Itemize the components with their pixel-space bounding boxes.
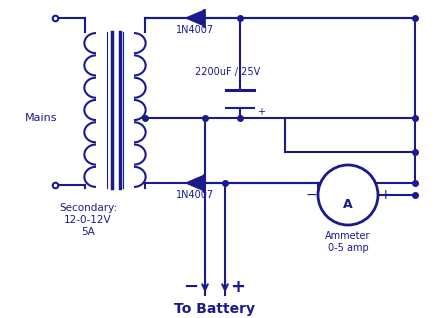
Text: +: + <box>257 107 265 117</box>
Text: To Battery: To Battery <box>174 302 256 316</box>
Text: 1N4007: 1N4007 <box>176 190 214 200</box>
Circle shape <box>318 165 378 225</box>
Text: A: A <box>343 198 353 211</box>
Text: 2200uF / 25V: 2200uF / 25V <box>195 67 260 77</box>
Text: −: − <box>183 278 198 296</box>
Polygon shape <box>186 10 204 26</box>
Text: Secondary:
12-0-12V
5A: Secondary: 12-0-12V 5A <box>59 204 117 237</box>
Text: +: + <box>379 188 391 202</box>
Text: Ammeter
0-5 amp: Ammeter 0-5 amp <box>325 231 371 253</box>
Text: Mains: Mains <box>25 113 58 123</box>
Text: −: − <box>305 188 317 202</box>
Text: 1N4007: 1N4007 <box>176 25 214 35</box>
Text: +: + <box>231 278 245 296</box>
Polygon shape <box>186 175 204 191</box>
